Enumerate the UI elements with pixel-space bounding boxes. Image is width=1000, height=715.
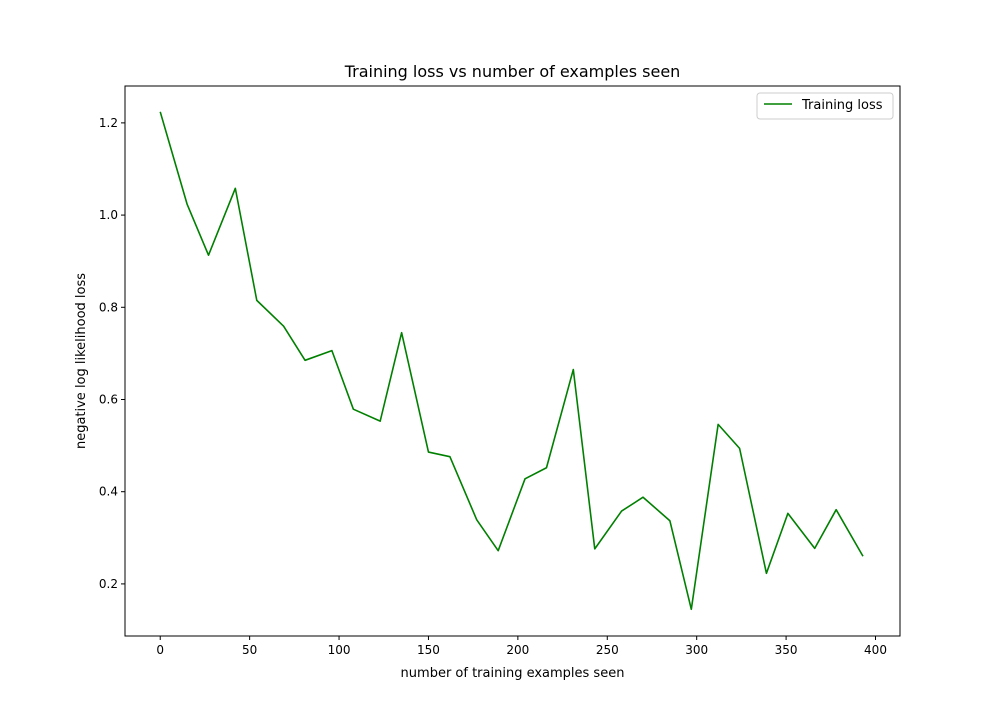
- y-tick-label: 0.6: [99, 392, 118, 406]
- y-tick-label: 1.0: [99, 208, 118, 222]
- x-tick-label: 150: [417, 643, 440, 657]
- y-tick-label: 0.8: [99, 300, 118, 314]
- y-axis: 0.2 0.4 0.6 0.8 1.0 1.2: [99, 116, 125, 591]
- x-tick-label: 250: [596, 643, 619, 657]
- x-axis: 0 50 100 150 200 250 300 350 400: [156, 636, 887, 657]
- x-tick-label: 400: [864, 643, 887, 657]
- x-tick-label: 300: [685, 643, 708, 657]
- chart-title: Training loss vs number of examples seen: [344, 62, 681, 81]
- y-tick-label: 0.4: [99, 485, 118, 499]
- x-tick-label: 200: [506, 643, 529, 657]
- x-tick-label: 50: [242, 643, 257, 657]
- x-axis-label: number of training examples seen: [401, 666, 625, 681]
- x-tick-label: 0: [156, 643, 164, 657]
- x-tick-label: 350: [775, 643, 798, 657]
- legend-box: [756, 92, 894, 120]
- legend-label: Training loss: [801, 98, 883, 113]
- legend: Training loss: [756, 92, 894, 120]
- series-layer: [159, 111, 864, 611]
- x-tick-label: 100: [328, 643, 351, 657]
- series-line-0: [159, 111, 864, 611]
- y-tick-label: 1.2: [99, 116, 118, 130]
- plot-area: [124, 85, 901, 637]
- y-tick-label: 0.2: [99, 577, 118, 591]
- y-axis-label: negative log likelihood loss: [74, 273, 89, 449]
